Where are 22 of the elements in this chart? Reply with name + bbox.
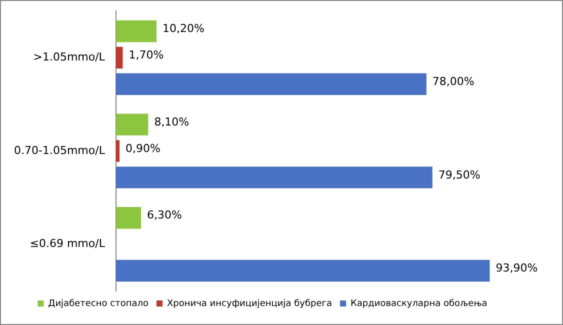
legend-label: Хронича инсуфицијенција бубрега — [167, 298, 332, 309]
legend-label: Дијабетесно стопало — [48, 298, 149, 309]
bar — [116, 140, 120, 162]
data-label: 0,90% — [126, 142, 160, 155]
y-tick-label: >1.05mmo/L — [33, 50, 106, 64]
bar — [116, 207, 142, 229]
y-tick-label: 0.70-1.05mmo/L — [14, 144, 106, 157]
bar — [116, 46, 123, 69]
data-label: 8,10% — [154, 115, 190, 128]
data-label: 1,70% — [128, 48, 164, 62]
data-label: 79,50% — [438, 168, 480, 182]
bar — [116, 73, 426, 95]
data-label: 6,30% — [147, 208, 182, 222]
data-label: 93,90% — [496, 262, 538, 275]
bar — [116, 20, 157, 42]
y-tick-label: ≤0.69 mmo/L — [30, 237, 106, 250]
legend-label: Кардиоваскуларна обољења — [350, 298, 488, 309]
bar — [116, 114, 148, 136]
data-label: 78,00% — [432, 74, 474, 88]
bar — [116, 166, 432, 188]
data-label: 10,20% — [162, 22, 205, 36]
bar — [116, 260, 490, 282]
